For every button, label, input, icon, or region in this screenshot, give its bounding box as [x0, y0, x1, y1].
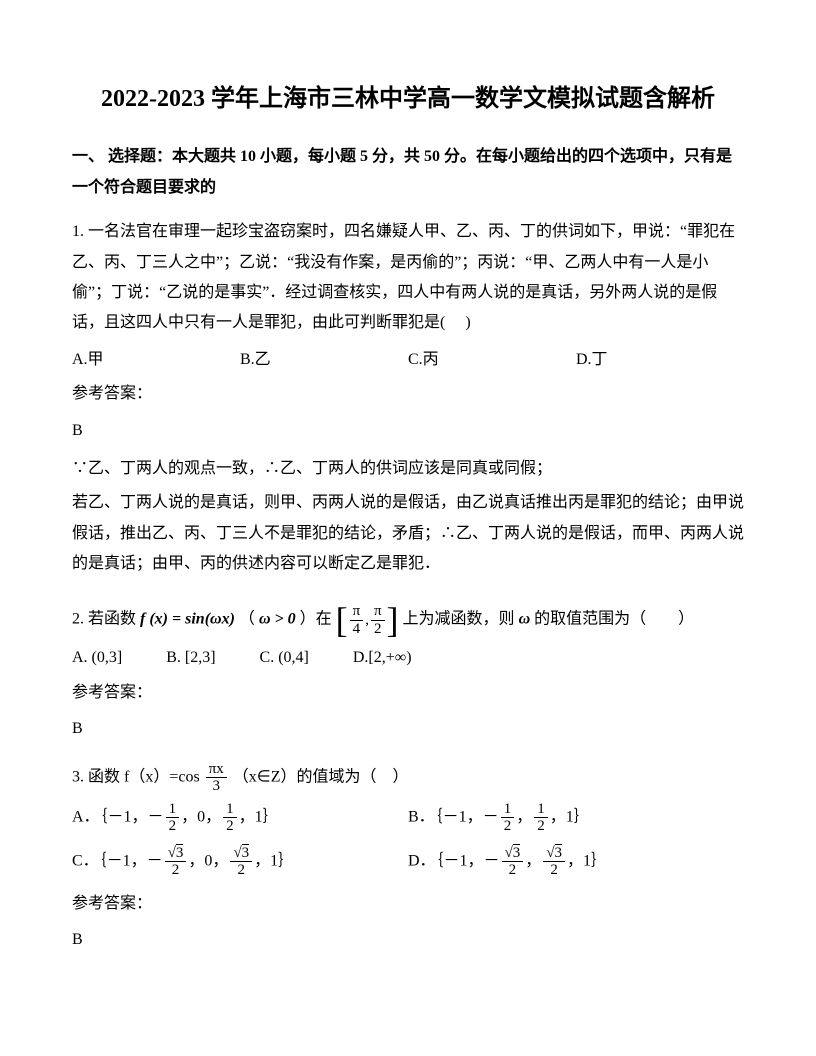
q1-options: A.甲 B.乙 C.丙 D.丁 [72, 345, 744, 375]
half-frac: 12 [223, 801, 237, 835]
q1-opt-a: A.甲 [72, 345, 240, 375]
q3-opt-d: D．｛－1，－√32，√32，1｝ [408, 845, 744, 879]
opt-c-pre: C．｛－1，－ [72, 852, 163, 869]
q2-opt-a: A. (0,3] [72, 643, 122, 673]
opt-a-pre: A．｛－1，－ [72, 808, 164, 825]
sqrt3half-frac: √32 [502, 845, 524, 879]
q2-interval-left: π 4 [350, 603, 364, 637]
q3-text: 3. 函数 f（x）=cos πx 3 （x∈Z）的值域为（ ） [72, 761, 744, 795]
frac-num: √3 [230, 845, 252, 863]
q1-answer: B [72, 416, 744, 446]
q3-prefix: 3. 函数 f（x）=cos [72, 768, 200, 785]
q3-answer-label: 参考答案： [72, 889, 744, 919]
frac-den: 2 [502, 862, 524, 879]
frac-num: 1 [501, 801, 515, 819]
q1-text: 1. 一名法官在审理一起珍宝盗窃案时，四名嫌疑人甲、乙、丙、丁的供词如下，甲说：… [72, 217, 744, 339]
opt-d-mid2: ，1｝ [567, 852, 607, 869]
half-frac: 12 [534, 801, 548, 835]
opt-c-mid1: ，0， [188, 852, 228, 869]
frac-den: 3 [206, 778, 227, 795]
frac-num: 1 [166, 801, 180, 819]
q3-suffix: （x∈Z）的值域为（ ） [233, 768, 409, 785]
half-frac: 12 [166, 801, 180, 835]
q3-opt-b: B．｛－1，－12，12，1｝ [408, 801, 744, 835]
q1-opt-b: B.乙 [240, 345, 408, 375]
opt-b-mid1: ， [516, 808, 532, 825]
q2-answer: B [72, 714, 744, 744]
q2-omega-cond: ω > 0 [259, 611, 296, 628]
half-frac: 12 [501, 801, 515, 835]
q2-answer-label: 参考答案： [72, 678, 744, 708]
opt-b-mid2: ，1｝ [550, 808, 590, 825]
page-title: 2022-2023 学年上海市三林中学高一数学文模拟试题含解析 [72, 80, 744, 118]
frac-den: 2 [165, 862, 187, 879]
q3-arg: πx 3 [206, 761, 227, 795]
opt-a-mid1: ，0， [181, 808, 221, 825]
q1-opt-d: D.丁 [576, 345, 744, 375]
frac-den: 2 [230, 862, 252, 879]
q2-opt-d: D.[2,+∞) [353, 643, 412, 673]
q2-interval: [ π 4 , π 2 ] [336, 603, 399, 637]
frac-num: 1 [534, 801, 548, 819]
opt-d-pre: D．｛－1，－ [408, 852, 500, 869]
left-bracket-icon: [ [336, 605, 348, 635]
q2-options: A. (0,3] B. [2,3] C. (0,4] D.[2,+∞) [72, 643, 744, 673]
comma: , [365, 606, 369, 635]
q2-opt-b: B. [2,3] [166, 643, 215, 673]
opt-c-mid2: ，1｝ [254, 852, 294, 869]
right-bracket-icon: ] [387, 605, 399, 635]
q2-omega: ω [519, 611, 531, 628]
q2-mid2: ）在 [300, 611, 332, 628]
q2-mid4: 的取值范围为（ ） [534, 611, 694, 628]
frac-num: π [350, 603, 364, 621]
sqrt3half-frac: √32 [230, 845, 252, 879]
frac-den: 2 [223, 818, 237, 835]
q1-explanation-2: 若乙、丁两人说的是真话，则甲、丙两人说的是假话，由乙说真话推出丙是罪犯的结论；由… [72, 488, 744, 579]
q3-answer: B [72, 925, 744, 955]
q1-answer-label: 参考答案： [72, 379, 744, 409]
frac-num: √3 [165, 845, 187, 863]
opt-a-mid2: ，1｝ [239, 808, 279, 825]
q3-options-row2: C．｛－1，－√32，0，√32，1｝ D．｛－1，－√32，√32，1｝ [72, 845, 744, 879]
q2-prefix: 2. 若函数 [72, 611, 140, 628]
frac-num: √3 [502, 845, 524, 863]
opt-b-pre: B．｛－1，－ [408, 808, 499, 825]
sqrt-radicand: 3 [555, 844, 563, 861]
frac-den: 2 [371, 621, 385, 638]
frac-den: 2 [543, 862, 565, 879]
q2-mid3: 上为减函数，则 [403, 611, 515, 628]
frac-den: 2 [534, 818, 548, 835]
q1-explanation-1: ∵乙、丁两人的观点一致，∴乙、丁两人的供词应该是同真或同假； [72, 454, 744, 484]
sqrt3half-frac: √32 [543, 845, 565, 879]
frac-den: 2 [166, 818, 180, 835]
q2-interval-right: π 2 [371, 603, 385, 637]
frac-num: 1 [223, 801, 237, 819]
opt-d-mid1: ， [525, 852, 541, 869]
q2-opt-c: C. (0,4] [260, 643, 309, 673]
frac-den: 2 [501, 818, 515, 835]
sqrt-radicand: 3 [176, 844, 184, 861]
q2-fx: f (x) = sin(ωx) [140, 611, 235, 628]
sqrt-radicand: 3 [242, 844, 250, 861]
q2-mid1: （ [239, 611, 255, 628]
q3-opt-c: C．｛－1，－√32，0，√32，1｝ [72, 845, 408, 879]
q3-options-row1: A．｛－1，－12，0，12，1｝ B．｛－1，－12，12，1｝ [72, 801, 744, 835]
frac-num: π [371, 603, 385, 621]
q2-text: 2. 若函数 f (x) = sin(ωx) （ ω > 0 ）在 [ π 4 … [72, 603, 744, 637]
q3-opt-a: A．｛－1，－12，0，12，1｝ [72, 801, 408, 835]
frac-num: πx [206, 761, 227, 779]
frac-num: √3 [543, 845, 565, 863]
sqrt3half-frac: √32 [165, 845, 187, 879]
q1-opt-c: C.丙 [408, 345, 576, 375]
sqrt-radicand: 3 [513, 844, 521, 861]
section-heading: 一、 选择题：本大题共 10 小题，每小题 5 分，共 50 分。在每小题给出的… [72, 142, 744, 203]
frac-den: 4 [350, 621, 364, 638]
